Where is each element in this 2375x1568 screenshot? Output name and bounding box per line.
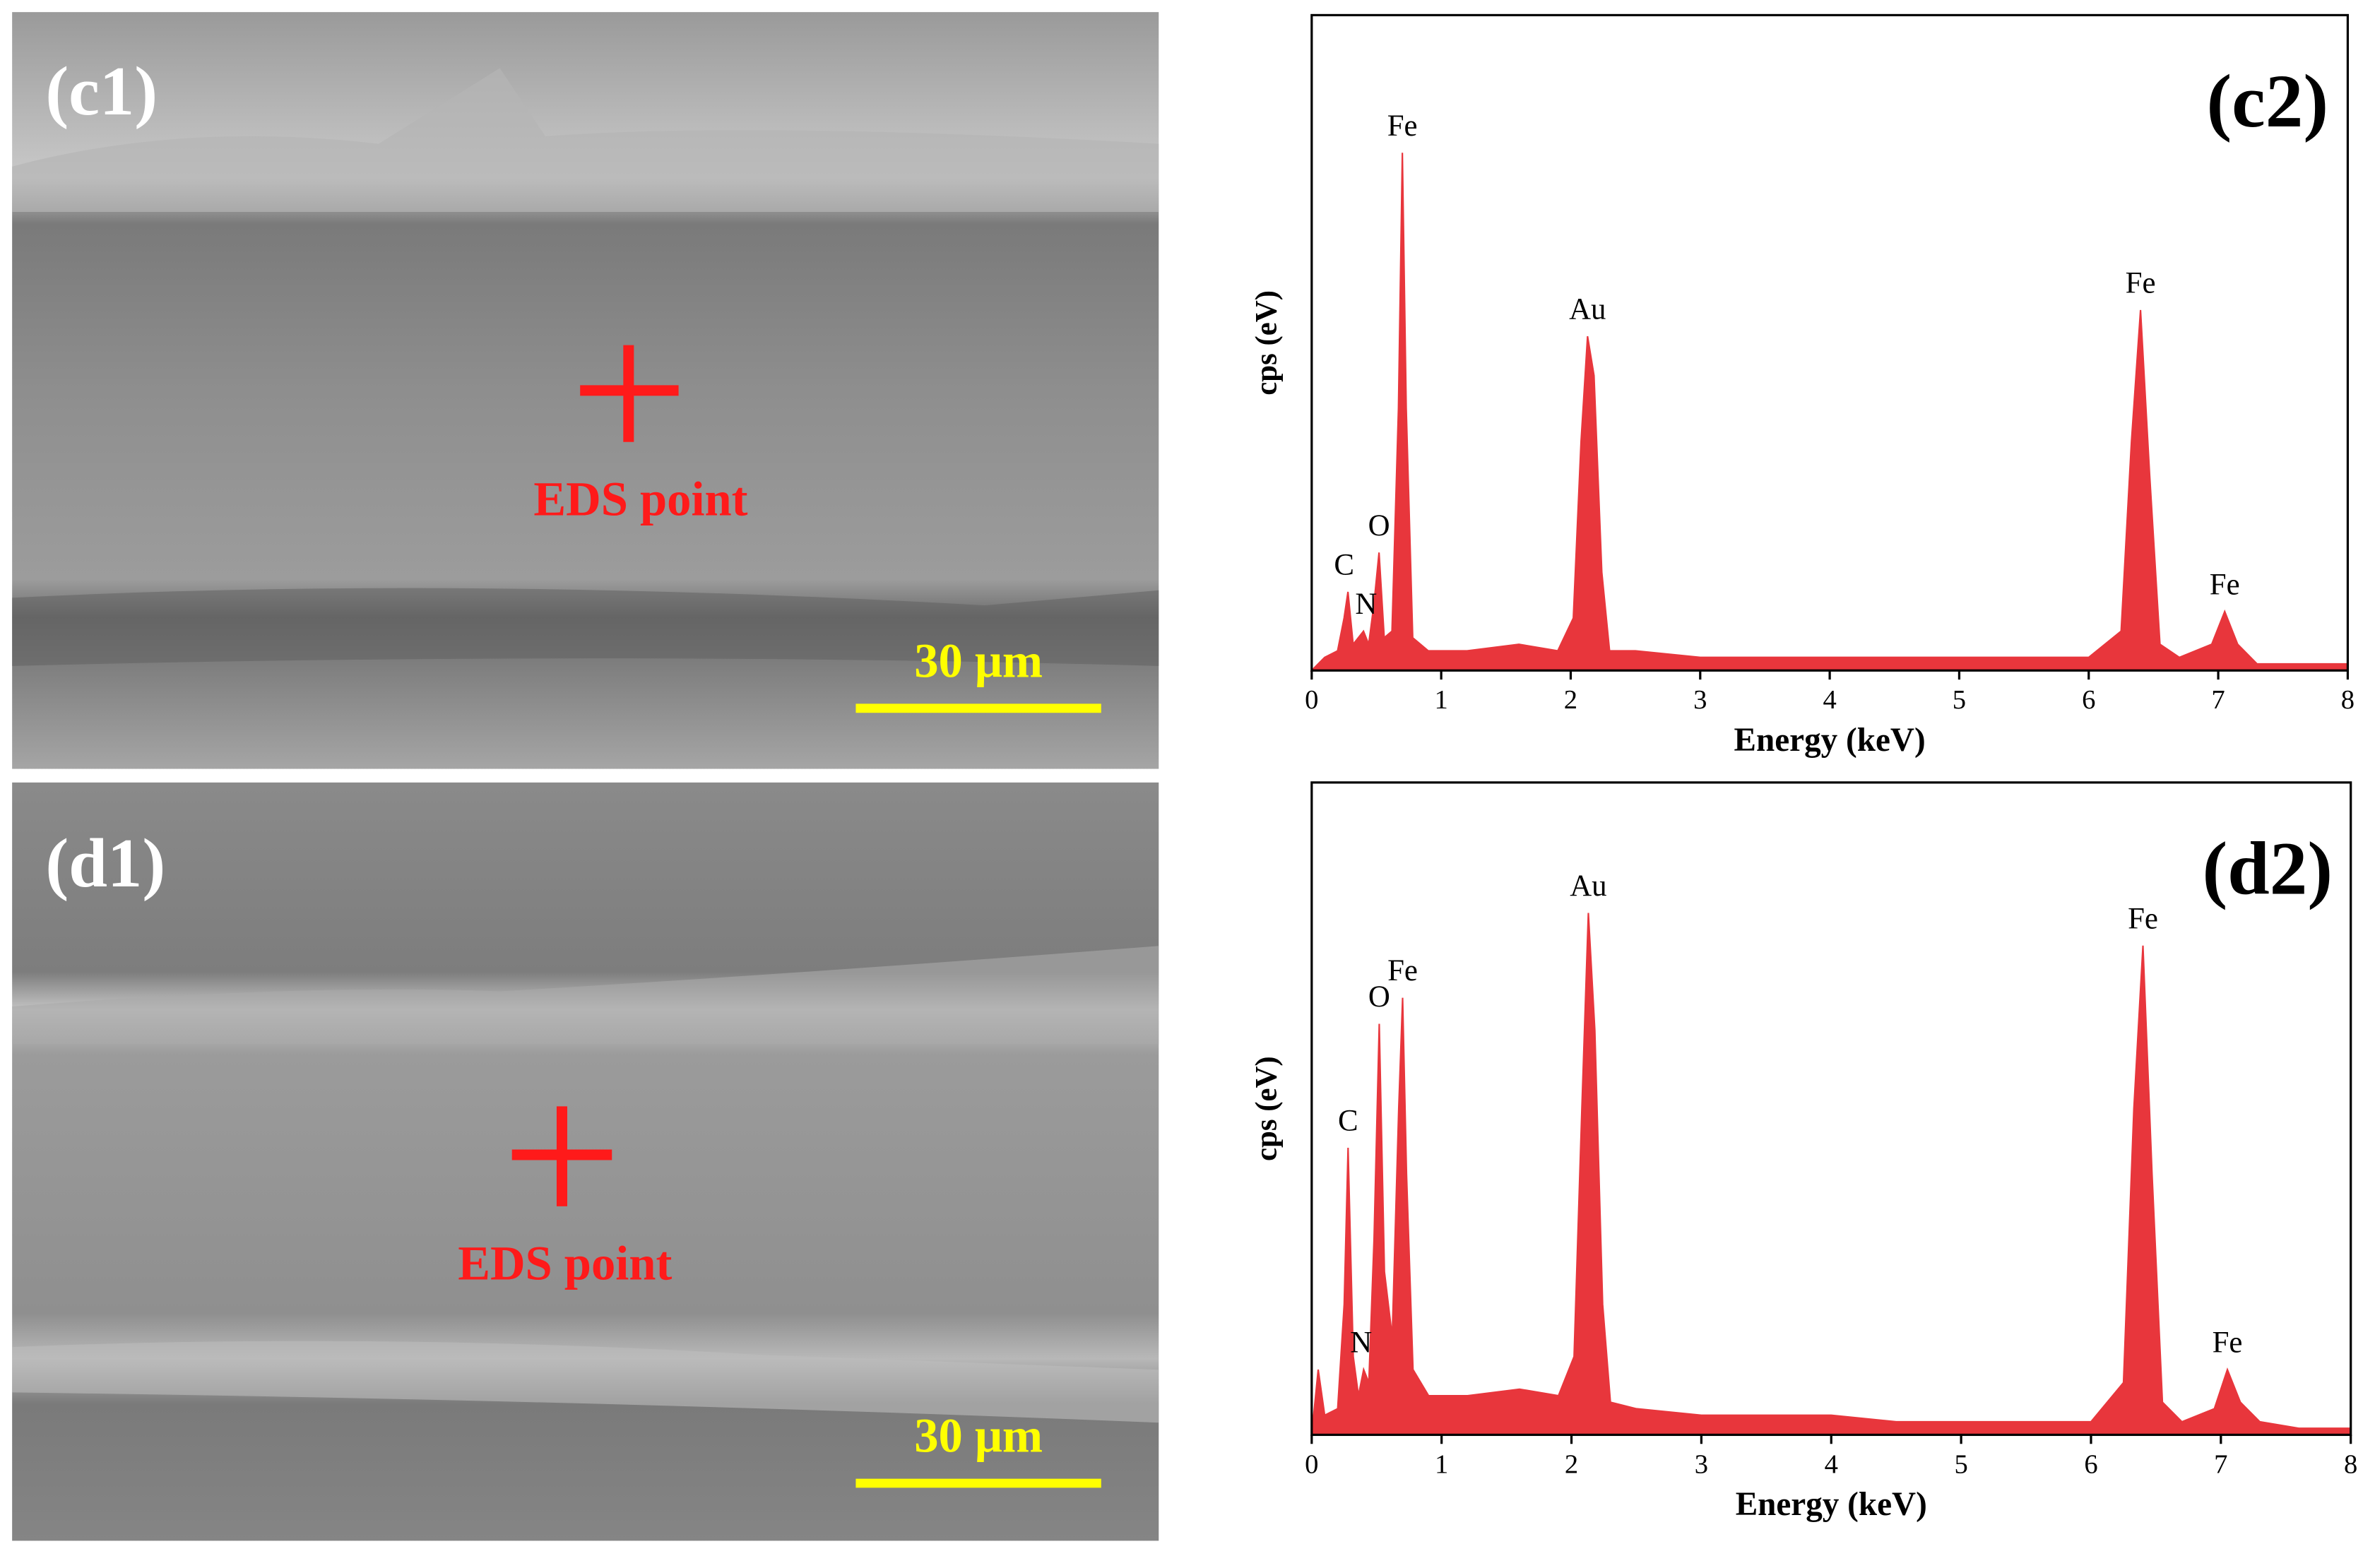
sem-panel: (d1) EDS point 30 μm [12,782,1159,1541]
groove-edge [12,1341,1159,1423]
eds-cross [511,1106,612,1206]
x-tick-label: 4 [1825,1449,1838,1479]
eds-label: EDS point [458,1236,672,1290]
peak-label: O [1368,509,1390,542]
x-tick-label: 4 [1823,685,1836,715]
peak-label: Fe [1387,954,1418,987]
x-tick-label: 3 [1695,1449,1708,1479]
panel-title: (c2) [2206,59,2328,143]
x-tick-label: 0 [1305,685,1318,715]
peak-label: Fe [2213,1326,2243,1360]
peak-label: Fe [2128,902,2158,935]
peak-label: N [1350,1326,1372,1360]
scale-label: 30 μm [914,634,1043,688]
x-tick-label: 0 [1305,1449,1318,1479]
spectrum-area [1310,913,2352,1436]
peak-label: C [1334,549,1354,582]
peak-label: C [1338,1105,1358,1138]
panel-title: (d2) [2202,826,2333,910]
x-tick-label: 5 [1953,685,1966,715]
sem-panel: (c1) EDS point 30 μm [12,12,1159,769]
y-axis-label: cps (eV) [1250,290,1284,396]
peak-label: Au [1569,293,1606,326]
y-axis-label: cps (eV) [1250,1056,1284,1161]
x-tick-label: 1 [1435,1449,1448,1479]
eds-cross [580,345,679,442]
x-tick-label: 2 [1564,685,1577,715]
x-tick-label: 7 [2211,685,2225,715]
peak-label: Fe [1387,109,1418,143]
x-tick-label: 7 [2214,1449,2227,1479]
peak-label: Fe [2210,568,2240,601]
groove-edge [12,946,1159,1045]
plot-frame [1310,13,2350,672]
panel-label: (c1) [45,53,158,130]
x-tick-label: 6 [2082,685,2095,715]
peak-label: N [1355,588,1377,621]
x-tick-label: 2 [1565,1449,1578,1479]
x-tick-label: 8 [2341,685,2355,715]
debris [12,68,1159,212]
x-axis-label: Energy (keV) [1736,1486,1927,1523]
groove-edge [12,588,1159,666]
x-tick-label: 5 [1954,1449,1967,1479]
plot-frame [1310,781,2352,1437]
x-axis-label: Energy (keV) [1734,722,1926,759]
panel-label: (d1) [45,825,165,902]
eds-label: EDS point [533,472,747,525]
x-tick-label: 3 [1693,685,1707,715]
x-tick-label: 1 [1434,685,1447,715]
scale-label: 30 μm [914,1409,1043,1463]
x-tick-label: 6 [2084,1449,2097,1479]
peak-label: Fe [2126,267,2156,300]
spectrum-area [1310,153,2349,672]
peak-label: Au [1570,869,1606,903]
peak-label: O [1368,980,1390,1014]
x-tick-label: 8 [2344,1449,2357,1479]
